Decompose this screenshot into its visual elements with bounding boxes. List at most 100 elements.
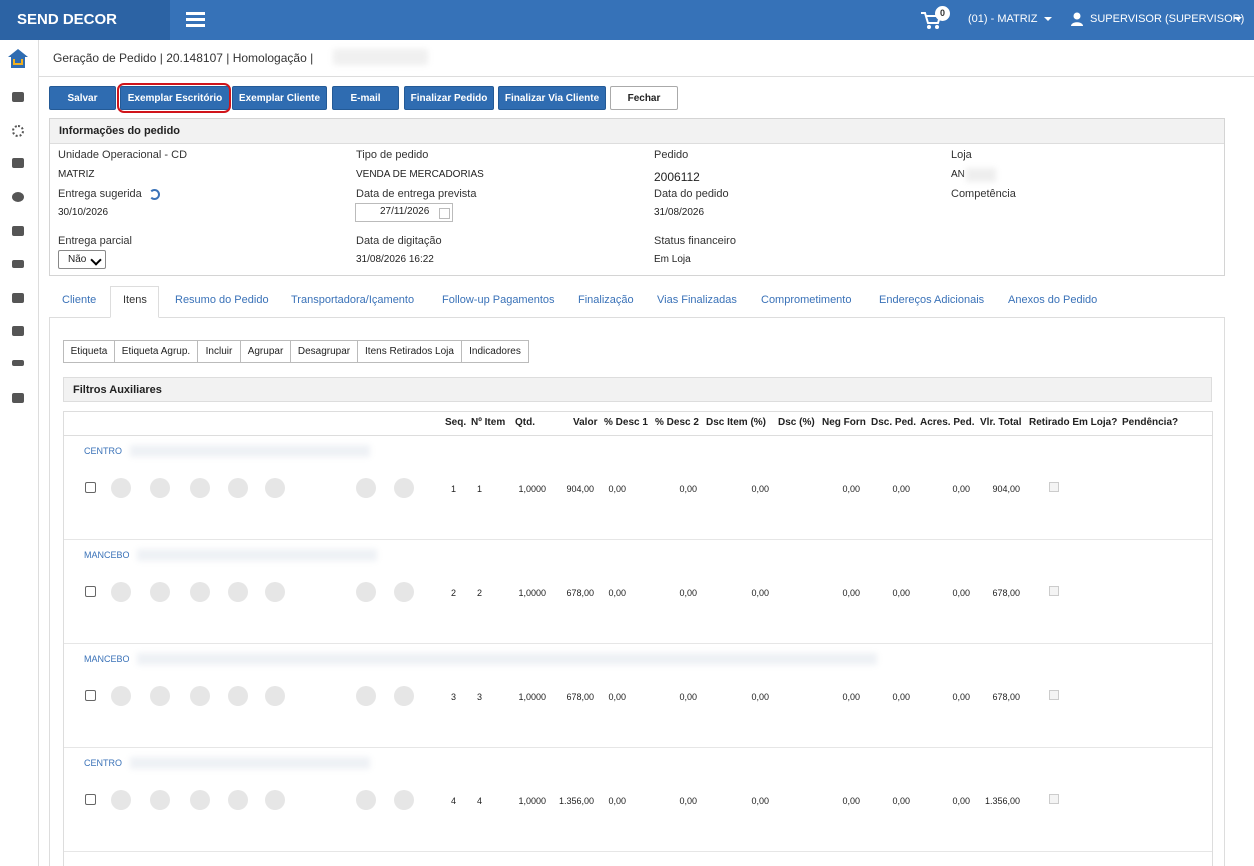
- action-icon[interactable]: [111, 686, 131, 706]
- button[interactable]: Exemplar Cliente: [232, 86, 327, 110]
- button[interactable]: Finalizar Pedido: [404, 86, 494, 110]
- logo[interactable]: [7, 48, 29, 70]
- cell: 2: [450, 588, 456, 598]
- info-panel: [49, 118, 1225, 276]
- column-header: Vlr. Total: [980, 417, 1022, 428]
- cell: 1,0000: [518, 796, 546, 806]
- action-icon[interactable]: [394, 686, 414, 706]
- tab[interactable]: Vias Finalizadas: [657, 294, 737, 306]
- toolbar-button[interactable]: Etiqueta: [63, 340, 115, 363]
- cell: 1,0000: [518, 484, 546, 494]
- tab[interactable]: Resumo do Pedido: [175, 294, 269, 306]
- caret: [1044, 17, 1052, 25]
- action-icon[interactable]: [150, 478, 170, 498]
- action-icon[interactable]: [228, 478, 248, 498]
- gears-icon[interactable]: [12, 158, 24, 168]
- user-menu[interactable]: SUPERVISOR (SUPERVISOR): [1090, 13, 1245, 25]
- cell: 3: [476, 692, 482, 702]
- cell: 0,00: [842, 484, 860, 494]
- action-icon[interactable]: [190, 582, 210, 602]
- cell: 0,00: [952, 796, 970, 806]
- toolbar-button[interactable]: Desagrupar: [290, 340, 358, 363]
- blurred-text: [130, 445, 370, 457]
- toolbar-button[interactable]: Incluir: [197, 340, 241, 363]
- cell: 3: [450, 692, 456, 702]
- field-value: VENDA DE MERCADORIAS: [356, 169, 484, 180]
- toolbar-button[interactable]: Agrupar: [240, 340, 291, 363]
- action-icon[interactable]: [190, 790, 210, 810]
- sliders-icon[interactable]: [12, 260, 24, 268]
- brand-area: [0, 0, 170, 40]
- checkbox[interactable]: [85, 794, 96, 805]
- action-icon[interactable]: [228, 790, 248, 810]
- button[interactable]: Fechar: [610, 86, 678, 110]
- target-icon[interactable]: [12, 192, 24, 202]
- action-icon[interactable]: [265, 790, 285, 810]
- field-label: Status financeiro: [654, 235, 736, 247]
- action-icon[interactable]: [111, 478, 131, 498]
- toolbar-button[interactable]: Itens Retirados Loja: [357, 340, 462, 363]
- action-icon[interactable]: [265, 478, 285, 498]
- field-label: Data do pedido: [654, 188, 729, 200]
- checkbox-disabled: [1049, 690, 1059, 700]
- store-select[interactable]: (01) - MATRIZ: [968, 13, 1038, 25]
- action-icon[interactable]: [190, 478, 210, 498]
- toolbar-button[interactable]: Indicadores: [461, 340, 529, 363]
- action-icon[interactable]: [190, 686, 210, 706]
- tab[interactable]: Endereços Adicionais: [879, 294, 985, 306]
- checkbox[interactable]: [85, 482, 96, 493]
- checkbox[interactable]: [85, 586, 96, 597]
- checkbox[interactable]: [85, 690, 96, 701]
- action-icon[interactable]: [356, 478, 376, 498]
- action-icon[interactable]: [356, 790, 376, 810]
- tab[interactable]: Transportadora/Içamento: [291, 294, 415, 306]
- action-icon[interactable]: [265, 582, 285, 602]
- money-icon[interactable]: [12, 226, 24, 236]
- action-icon[interactable]: [394, 582, 414, 602]
- column-header: Valor: [573, 417, 598, 428]
- button[interactable]: Exemplar Escritório: [120, 86, 230, 110]
- button[interactable]: Salvar: [49, 86, 116, 110]
- action-icon[interactable]: [111, 582, 131, 602]
- action-icon[interactable]: [228, 686, 248, 706]
- home-icon[interactable]: [12, 92, 24, 102]
- action-icon[interactable]: [111, 790, 131, 810]
- action-icon[interactable]: [394, 790, 414, 810]
- image-icon[interactable]: [12, 326, 24, 336]
- action-icon[interactable]: [265, 686, 285, 706]
- toolbar-button[interactable]: Etiqueta Agrup.: [114, 340, 198, 363]
- tab[interactable]: Comprometimento: [761, 294, 852, 306]
- action-icon[interactable]: [150, 790, 170, 810]
- chart-icon[interactable]: [12, 393, 24, 403]
- button[interactable]: E-mail: [332, 86, 399, 110]
- button[interactable]: Finalizar Via Cliente: [498, 86, 606, 110]
- action-icon[interactable]: [150, 582, 170, 602]
- action-icon[interactable]: [356, 686, 376, 706]
- cell: 4: [450, 796, 456, 806]
- cell: 0,00: [892, 796, 910, 806]
- wrench-icon[interactable]: [12, 360, 24, 366]
- field-label: Loja: [951, 149, 972, 161]
- tab[interactable]: Finalização: [578, 294, 634, 306]
- breadcrumb-bar: [38, 40, 1254, 77]
- items-table: [63, 411, 1213, 866]
- item-name: CENTRO: [84, 758, 122, 768]
- tab[interactable]: Cliente: [62, 294, 97, 306]
- select[interactable]: [58, 250, 106, 269]
- action-icon[interactable]: [356, 582, 376, 602]
- cell: 0,00: [952, 692, 970, 702]
- checkbox-disabled: [1049, 482, 1059, 492]
- field-value: Não: [68, 254, 87, 265]
- action-icon[interactable]: [394, 478, 414, 498]
- action-icon[interactable]: [150, 686, 170, 706]
- date-input[interactable]: [355, 203, 453, 222]
- spinner-icon[interactable]: [12, 125, 24, 137]
- cart-nav-icon[interactable]: [12, 293, 24, 303]
- menu-icon[interactable]: [186, 12, 205, 27]
- tab[interactable]: Anexos do Pedido: [1008, 294, 1098, 306]
- tab[interactable]: Follow-up Pagamentos: [442, 294, 555, 306]
- column-header: Retirado Em Loja?: [1029, 417, 1118, 428]
- tab[interactable]: Itens: [123, 294, 147, 306]
- action-icon[interactable]: [228, 582, 248, 602]
- refresh-icon: [149, 189, 160, 200]
